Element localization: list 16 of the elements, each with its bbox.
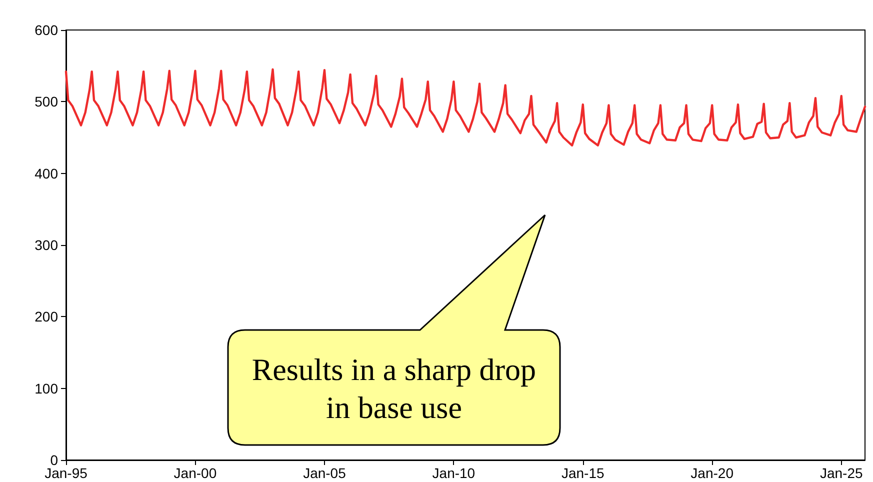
x-tick-label: Jan-25 (820, 465, 863, 481)
y-tick-label: 100 (34, 380, 58, 396)
y-tick-label: 500 (34, 94, 58, 110)
x-tick-label: Jan-95 (44, 465, 88, 481)
y-tick-label: 600 (34, 22, 58, 38)
y-tick-label: 300 (34, 237, 58, 253)
x-tick-label: Jan-15 (561, 465, 604, 481)
x-tick-label: Jan-20 (690, 465, 734, 481)
x-tick-label: Jan-10 (432, 465, 476, 481)
line-series (64, 68, 866, 146)
x-tick-label: Jan-05 (303, 465, 346, 481)
y-tick-label: 0 (50, 452, 58, 468)
annotation: Results in a sharp drop in base use (250, 351, 538, 427)
y-tick-label: 400 (34, 165, 58, 182)
y-tick-label: 200 (34, 308, 58, 325)
x-tick-label: Jan-00 (174, 465, 217, 481)
